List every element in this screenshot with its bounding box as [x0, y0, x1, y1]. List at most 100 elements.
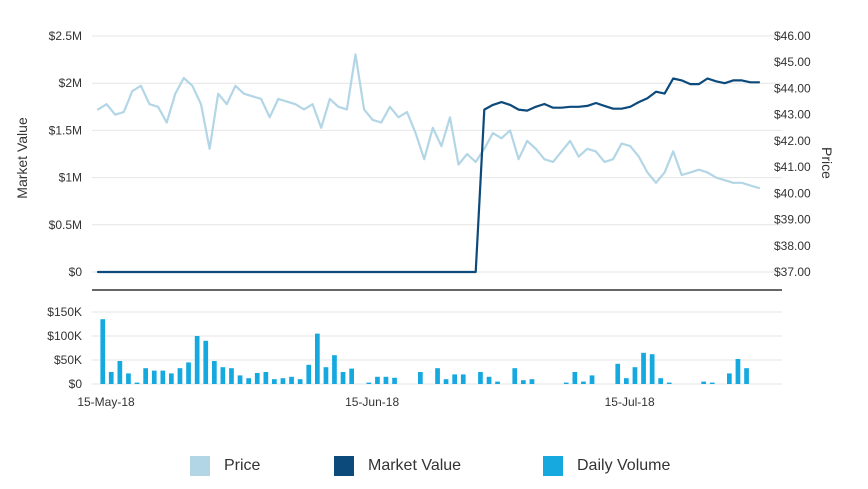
- x-tick-label: 15-Jul-18: [605, 395, 655, 409]
- volume-bar: [641, 352, 646, 384]
- volume-bar: [134, 382, 140, 384]
- volume-bar: [229, 368, 234, 384]
- right-tick-label: $42.00: [774, 134, 811, 148]
- volume-bar: [383, 376, 389, 384]
- legend-label-daily-volume: Daily Volume: [577, 457, 671, 474]
- volume-bar: [272, 379, 277, 384]
- legend-item-daily-volume: Daily Volume: [543, 452, 670, 480]
- legend: Price Market Value Daily Volume: [0, 452, 868, 480]
- left-tick-label: $1M: [59, 171, 82, 185]
- volume-bar: [366, 382, 372, 384]
- right-tick-label: $38.00: [774, 239, 811, 253]
- volume-bar: [727, 373, 732, 384]
- right-tick-label: $37.00: [774, 265, 811, 279]
- volume-bar: [486, 376, 492, 384]
- volume-bar: [443, 379, 449, 384]
- volume-bar: [452, 374, 457, 384]
- volume-bar: [632, 367, 638, 384]
- volume-bar: [289, 376, 294, 384]
- x-tick-label: 15-Jun-18: [345, 395, 399, 409]
- volume-bar: [143, 368, 148, 384]
- volume-bar: [735, 359, 741, 384]
- volume-bar: [435, 368, 440, 384]
- volume-bar: [709, 382, 715, 384]
- left-tick-label: $2M: [59, 76, 82, 90]
- volume-bar: [392, 377, 397, 384]
- volume-bar: [418, 372, 423, 384]
- volume-bar: [512, 368, 518, 384]
- legend-item-market-value: Market Value: [334, 452, 461, 480]
- volume-bar: [254, 373, 260, 384]
- volume-tick-label: $100K: [47, 329, 82, 343]
- volume-bars: [100, 319, 749, 384]
- volume-axis-ticks: $0 $50K $100K $150K: [47, 305, 82, 391]
- volume-bar: [297, 379, 303, 384]
- right-axis-title: Price: [819, 147, 835, 179]
- volume-bar: [701, 381, 706, 384]
- volume-bar: [589, 375, 595, 384]
- right-tick-label: $41.00: [774, 160, 811, 174]
- volume-bar: [349, 368, 354, 384]
- volume-bar: [460, 374, 466, 384]
- price-line: [96, 53, 761, 190]
- volume-bar: [237, 375, 243, 384]
- volume-tick-label: $50K: [54, 353, 82, 367]
- left-tick-label: $0.5M: [49, 218, 82, 232]
- volume-bar: [263, 372, 269, 384]
- volume-bar: [624, 378, 629, 384]
- market-value-line: [96, 77, 761, 274]
- left-tick-label: $2.5M: [49, 29, 82, 43]
- right-axis-ticks: $37.00 $38.00 $39.00 $40.00 $41.00 $42.00 $43.…: [774, 29, 811, 279]
- volume-bar: [563, 382, 569, 384]
- volume-bar: [615, 363, 621, 384]
- volume-bar: [280, 378, 286, 384]
- volume-bar: [581, 381, 586, 384]
- chart: $0 $0.5M $1M $1.5M $2M $2.5M $37.00 $38.00 $39.…: [14, 29, 835, 409]
- volume-bar: [744, 368, 749, 384]
- left-tick-label: $1.5M: [49, 123, 82, 137]
- volume-bar: [160, 370, 166, 384]
- volume-bar: [100, 319, 106, 384]
- volume-bar: [194, 336, 200, 384]
- x-axis-ticks: 15-May-18 15-Jun-18 15-Jul-18: [77, 395, 655, 409]
- legend-swatch-daily-volume: [543, 456, 563, 476]
- left-axis-title: Market Value: [14, 117, 30, 199]
- volume-bar: [315, 333, 320, 384]
- volume-bar: [572, 372, 578, 384]
- right-tick-label: $45.00: [774, 55, 811, 69]
- volume-bar: [323, 367, 329, 384]
- volume-bar: [521, 380, 526, 384]
- right-tick-label: $39.00: [774, 213, 811, 227]
- main-gridlines: [92, 35, 782, 273]
- legend-label-market-value: Market Value: [368, 457, 462, 474]
- volume-bar: [177, 368, 183, 384]
- right-tick-label: $46.00: [774, 29, 811, 43]
- right-tick-label: $44.00: [774, 81, 811, 95]
- volume-bar: [108, 372, 114, 384]
- left-axis-ticks: $0 $0.5M $1M $1.5M $2M $2.5M: [49, 29, 83, 279]
- volume-bar: [495, 381, 500, 384]
- right-tick-label: $43.00: [774, 108, 811, 122]
- right-tick-label: $40.00: [774, 186, 811, 200]
- volume-tick-label: $0: [69, 377, 83, 391]
- volume-bar: [203, 340, 209, 384]
- volume-bar: [529, 379, 535, 384]
- volume-bar: [186, 362, 191, 384]
- volume-bar: [666, 382, 672, 384]
- volume-bar: [212, 361, 217, 384]
- volume-bar: [375, 376, 380, 384]
- volume-bar: [117, 361, 123, 384]
- legend-label-price: Price: [224, 457, 261, 474]
- volume-bar: [126, 373, 131, 384]
- volume-bar: [658, 378, 663, 384]
- volume-tick-label: $150K: [47, 305, 82, 319]
- legend-item-price: Price: [190, 452, 260, 480]
- volume-bar: [332, 355, 337, 384]
- volume-bar: [151, 370, 157, 384]
- x-tick-label: 15-May-18: [77, 395, 135, 409]
- legend-swatch-market-value: [334, 456, 354, 476]
- volume-bar: [340, 372, 346, 384]
- volume-bar: [169, 373, 174, 384]
- left-tick-label: $0: [69, 265, 83, 279]
- volume-bar: [478, 372, 483, 384]
